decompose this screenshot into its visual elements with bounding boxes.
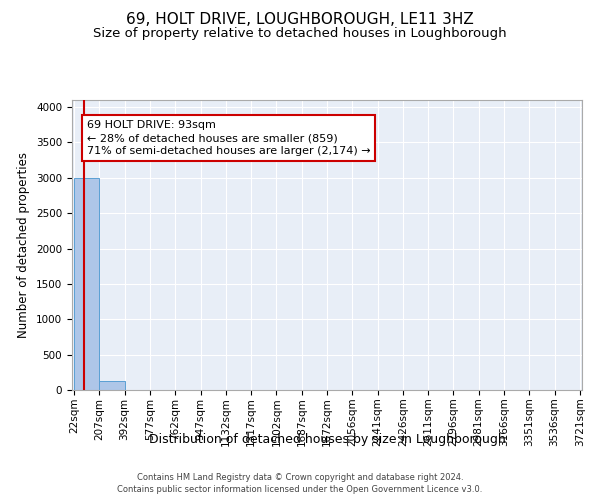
Bar	[100, 381, 125, 390]
Y-axis label: Number of detached properties: Number of detached properties	[17, 152, 31, 338]
Bar	[74, 178, 100, 390]
Text: Distribution of detached houses by size in Loughborough: Distribution of detached houses by size …	[149, 432, 505, 446]
Text: Contains HM Land Registry data © Crown copyright and database right 2024.: Contains HM Land Registry data © Crown c…	[137, 472, 463, 482]
Text: Size of property relative to detached houses in Loughborough: Size of property relative to detached ho…	[93, 28, 507, 40]
Text: 69 HOLT DRIVE: 93sqm
← 28% of detached houses are smaller (859)
71% of semi-deta: 69 HOLT DRIVE: 93sqm ← 28% of detached h…	[87, 120, 370, 156]
Text: Contains public sector information licensed under the Open Government Licence v3: Contains public sector information licen…	[118, 485, 482, 494]
Text: 69, HOLT DRIVE, LOUGHBOROUGH, LE11 3HZ: 69, HOLT DRIVE, LOUGHBOROUGH, LE11 3HZ	[126, 12, 474, 28]
